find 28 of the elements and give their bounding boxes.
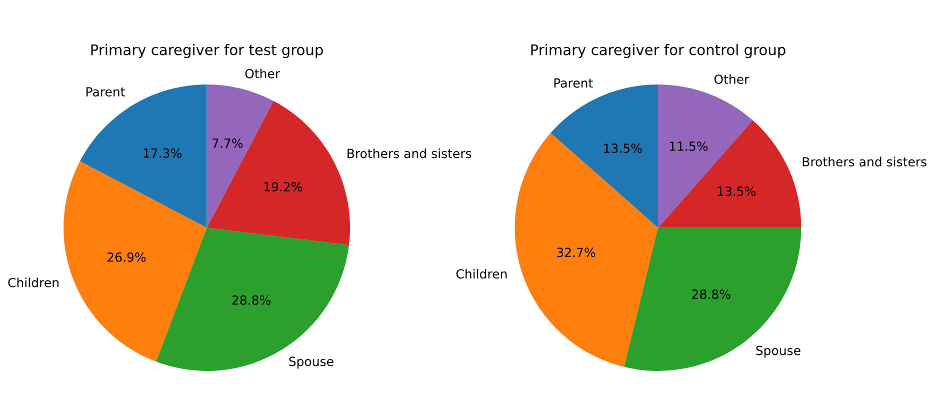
slice-label: Other (714, 74, 750, 84)
pie-slice (156, 228, 349, 371)
pie-slice (64, 161, 207, 362)
slice-label: Parent (86, 87, 125, 97)
slice-label: Brothers and sisters (802, 156, 926, 166)
pie-slice (80, 84, 207, 228)
chart-title: Primary caregiver for test group (91, 44, 323, 58)
data-label: 28.8% (232, 295, 270, 305)
data-label: 28.8% (692, 289, 730, 299)
data-label: 13.5% (718, 186, 756, 196)
pie-slice (514, 132, 658, 367)
slice-label: Children (456, 268, 507, 279)
data-label: 13.5% (604, 144, 642, 153)
data-label: 19.2% (264, 182, 302, 192)
data-label: 17.3% (144, 148, 182, 158)
slice-label: Children (8, 278, 58, 288)
chart-title: Primary caregiver for control group (531, 44, 786, 58)
data-label: 26.9% (108, 252, 146, 262)
slice-label: Brothers and sisters (348, 148, 472, 158)
pie-slice (624, 228, 802, 371)
data-label: 32.7% (557, 248, 596, 258)
slice-label: Spouse (289, 356, 334, 369)
pie-slice (658, 120, 802, 228)
slice-label: Other (245, 68, 280, 78)
data-label: 7.7% (212, 138, 243, 148)
slice-label: Spouse (756, 346, 800, 358)
slice-label: Parent (554, 78, 593, 88)
data-label: 11.5% (670, 141, 708, 151)
